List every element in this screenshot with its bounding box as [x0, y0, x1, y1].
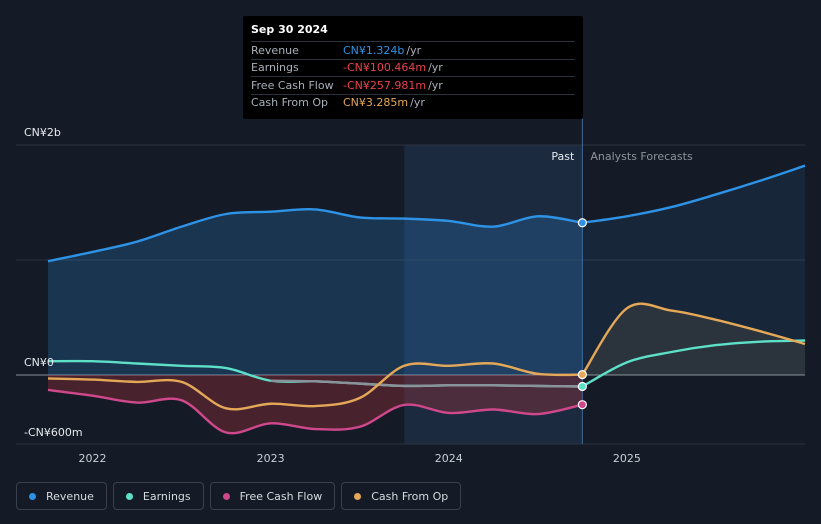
revenue-line — [47, 207, 583, 263]
forecast-label: Analysts Forecasts — [590, 150, 693, 163]
legend-dot-icon — [125, 492, 133, 500]
earnings-negative-line — [270, 379, 583, 388]
x-tick-label: 2025 — [613, 452, 641, 465]
legend-label: Earnings — [142, 489, 191, 503]
free-cash-flow-area — [48, 375, 583, 434]
revenue-area-forecast — [582, 165, 805, 375]
x-tick-label: 2023 — [257, 452, 285, 465]
y-tick-label: -CN¥600m — [24, 426, 83, 439]
x-tick-label: 2024 — [435, 452, 463, 465]
y-tick-label: CN¥0 — [24, 356, 54, 369]
past-label: Past — [551, 150, 575, 163]
legend-item-revenue[interactable]: Revenue — [16, 482, 107, 510]
tooltip-unit: /yr — [428, 78, 443, 92]
tooltip-value: -CN¥257.981m — [343, 78, 427, 92]
legend-dot-icon — [354, 492, 362, 500]
legend-dot-icon — [29, 492, 36, 500]
x-tick-label: 2022 — [79, 452, 107, 465]
legend-label: Cash From Op — [371, 489, 449, 503]
legend-item-cash-from-op[interactable]: Cash From Op — [341, 482, 462, 510]
y-tick-label: CN¥2b — [24, 126, 61, 139]
tooltip-unit: /yr — [428, 61, 443, 75]
tooltip-value: CN¥3.285m — [343, 96, 409, 110]
free-cash-flow-line — [47, 388, 583, 435]
tooltip-unit: /yr — [410, 96, 425, 110]
legend-item-free-cash-flow[interactable]: Free Cash Flow — [209, 482, 336, 510]
legend-label: Free Cash Flow — [239, 489, 323, 503]
tooltip-label: Cash From Op — [251, 96, 329, 110]
tooltip-row-revenue: Revenue CN¥1.324b /yr — [251, 41, 575, 59]
earnings-line-forecast — [581, 339, 806, 388]
earnings-marker — [577, 381, 587, 392]
tooltip-row-earnings: Earnings -CN¥100.464m /yr — [251, 58, 575, 77]
cash-from-op-line-forecast — [581, 302, 806, 376]
legend-label: Revenue — [46, 489, 94, 503]
legend-dot-icon — [222, 492, 230, 500]
legend-item-earnings[interactable]: Earnings — [112, 482, 204, 510]
cash-from-op-forecast-area — [582, 303, 805, 375]
tooltip-label: Earnings — [251, 61, 299, 75]
tooltip-row-cash-from-op: Cash From Op CN¥3.285m /yr — [251, 93, 575, 112]
tooltip-unit: /yr — [406, 43, 422, 57]
cash-from-op-marker — [577, 370, 587, 380]
tooltip-value: CN¥1.324b — [343, 43, 405, 57]
free-cash-flow-marker — [577, 400, 587, 410]
tooltip: Sep 30 2024 Revenue CN¥1.324b /yr Earnin… — [243, 16, 583, 119]
cash-from-op-line — [47, 361, 583, 411]
revenue-area-past — [48, 209, 583, 375]
tooltip-date: Sep 30 2024 — [251, 23, 328, 36]
tooltip-label: Revenue — [251, 43, 299, 57]
tooltip-value: -CN¥100.464m — [343, 61, 427, 75]
tooltip-label: Free Cash Flow — [251, 78, 334, 92]
tooltip-row-free-cash-flow: Free Cash Flow -CN¥257.981m /yr — [251, 76, 575, 94]
legend: Revenue Earnings Free Cash Flow Cash Fro… — [16, 482, 462, 510]
revenue-marker — [577, 218, 587, 228]
revenue-line-forecast — [582, 164, 806, 224]
past-highlight-band — [404, 145, 583, 444]
